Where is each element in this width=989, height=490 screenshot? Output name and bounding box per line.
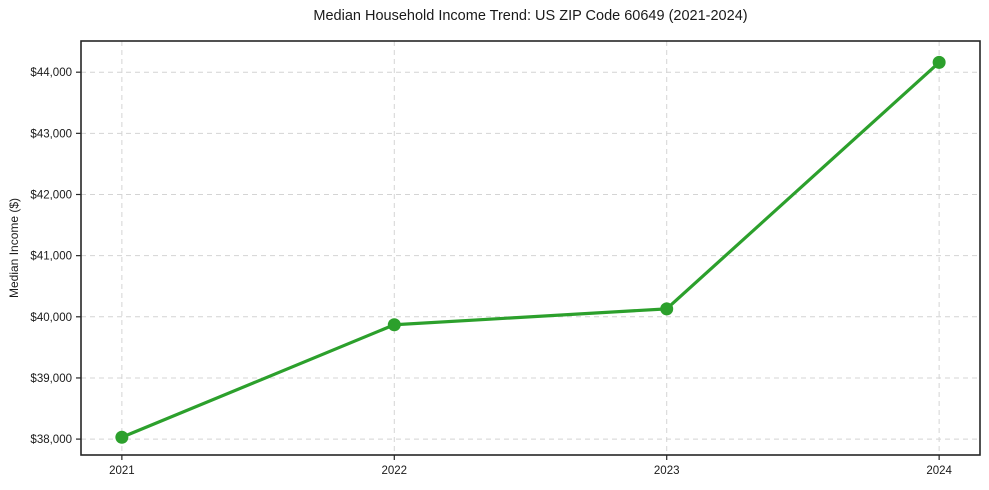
y-tick-label: $41,000 — [30, 251, 72, 263]
y-tick-label: $39,000 — [30, 373, 72, 385]
x-tick-label: 2021 — [109, 465, 135, 477]
trend-line — [120, 60, 941, 439]
x-tick-label: 2024 — [926, 465, 952, 477]
data-point-marker — [660, 302, 674, 316]
data-point-marker — [115, 430, 129, 444]
y-tick-label: $44,000 — [30, 67, 72, 79]
y-tick-label: $40,000 — [30, 312, 72, 324]
data-point-marker — [932, 55, 946, 69]
y-tick-label: $43,000 — [30, 128, 72, 140]
chart-title: Median Household Income Trend: US ZIP Co… — [313, 8, 748, 24]
y-tick-label: $38,000 — [30, 434, 72, 446]
x-tick-label: 2023 — [654, 465, 680, 477]
y-tick-label: $42,000 — [30, 189, 72, 201]
plot-frame — [80, 40, 981, 456]
x-tick-label: 2022 — [381, 465, 407, 477]
data-point-marker — [387, 318, 401, 332]
